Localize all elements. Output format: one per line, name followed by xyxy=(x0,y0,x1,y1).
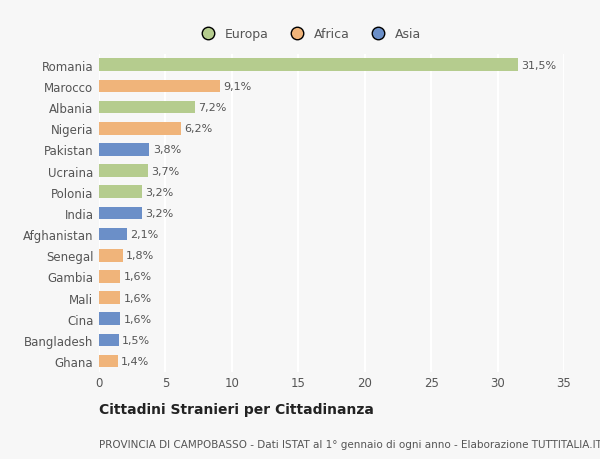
Text: 1,8%: 1,8% xyxy=(126,251,154,261)
Text: 31,5%: 31,5% xyxy=(521,61,556,71)
Text: PROVINCIA DI CAMPOBASSO - Dati ISTAT al 1° gennaio di ogni anno - Elaborazione T: PROVINCIA DI CAMPOBASSO - Dati ISTAT al … xyxy=(99,440,600,449)
Text: 1,4%: 1,4% xyxy=(121,356,149,366)
Bar xyxy=(99,249,123,262)
Bar xyxy=(99,165,148,178)
Bar xyxy=(99,313,120,325)
Text: 1,6%: 1,6% xyxy=(124,293,152,303)
Bar xyxy=(99,101,194,114)
Bar xyxy=(99,291,120,304)
Bar xyxy=(99,334,119,347)
Bar xyxy=(99,59,517,72)
Text: 7,2%: 7,2% xyxy=(198,103,226,113)
Text: Cittadini Stranieri per Cittadinanza: Cittadini Stranieri per Cittadinanza xyxy=(99,402,374,416)
Bar xyxy=(99,270,120,283)
Bar xyxy=(99,123,181,135)
Text: 1,5%: 1,5% xyxy=(122,335,151,345)
Bar xyxy=(99,80,220,93)
Text: 2,1%: 2,1% xyxy=(130,230,158,240)
Text: 6,2%: 6,2% xyxy=(185,124,213,134)
Text: 3,8%: 3,8% xyxy=(153,145,181,155)
Text: 1,6%: 1,6% xyxy=(124,272,152,282)
Bar xyxy=(99,207,142,220)
Text: 3,2%: 3,2% xyxy=(145,208,173,218)
Text: 1,6%: 1,6% xyxy=(124,314,152,324)
Legend: Europa, Africa, Asia: Europa, Africa, Asia xyxy=(190,23,426,46)
Bar xyxy=(99,144,149,157)
Bar xyxy=(99,186,142,199)
Text: 3,2%: 3,2% xyxy=(145,187,173,197)
Text: 3,7%: 3,7% xyxy=(151,166,180,176)
Text: 9,1%: 9,1% xyxy=(223,82,251,92)
Bar xyxy=(99,228,127,241)
Bar xyxy=(99,355,118,368)
